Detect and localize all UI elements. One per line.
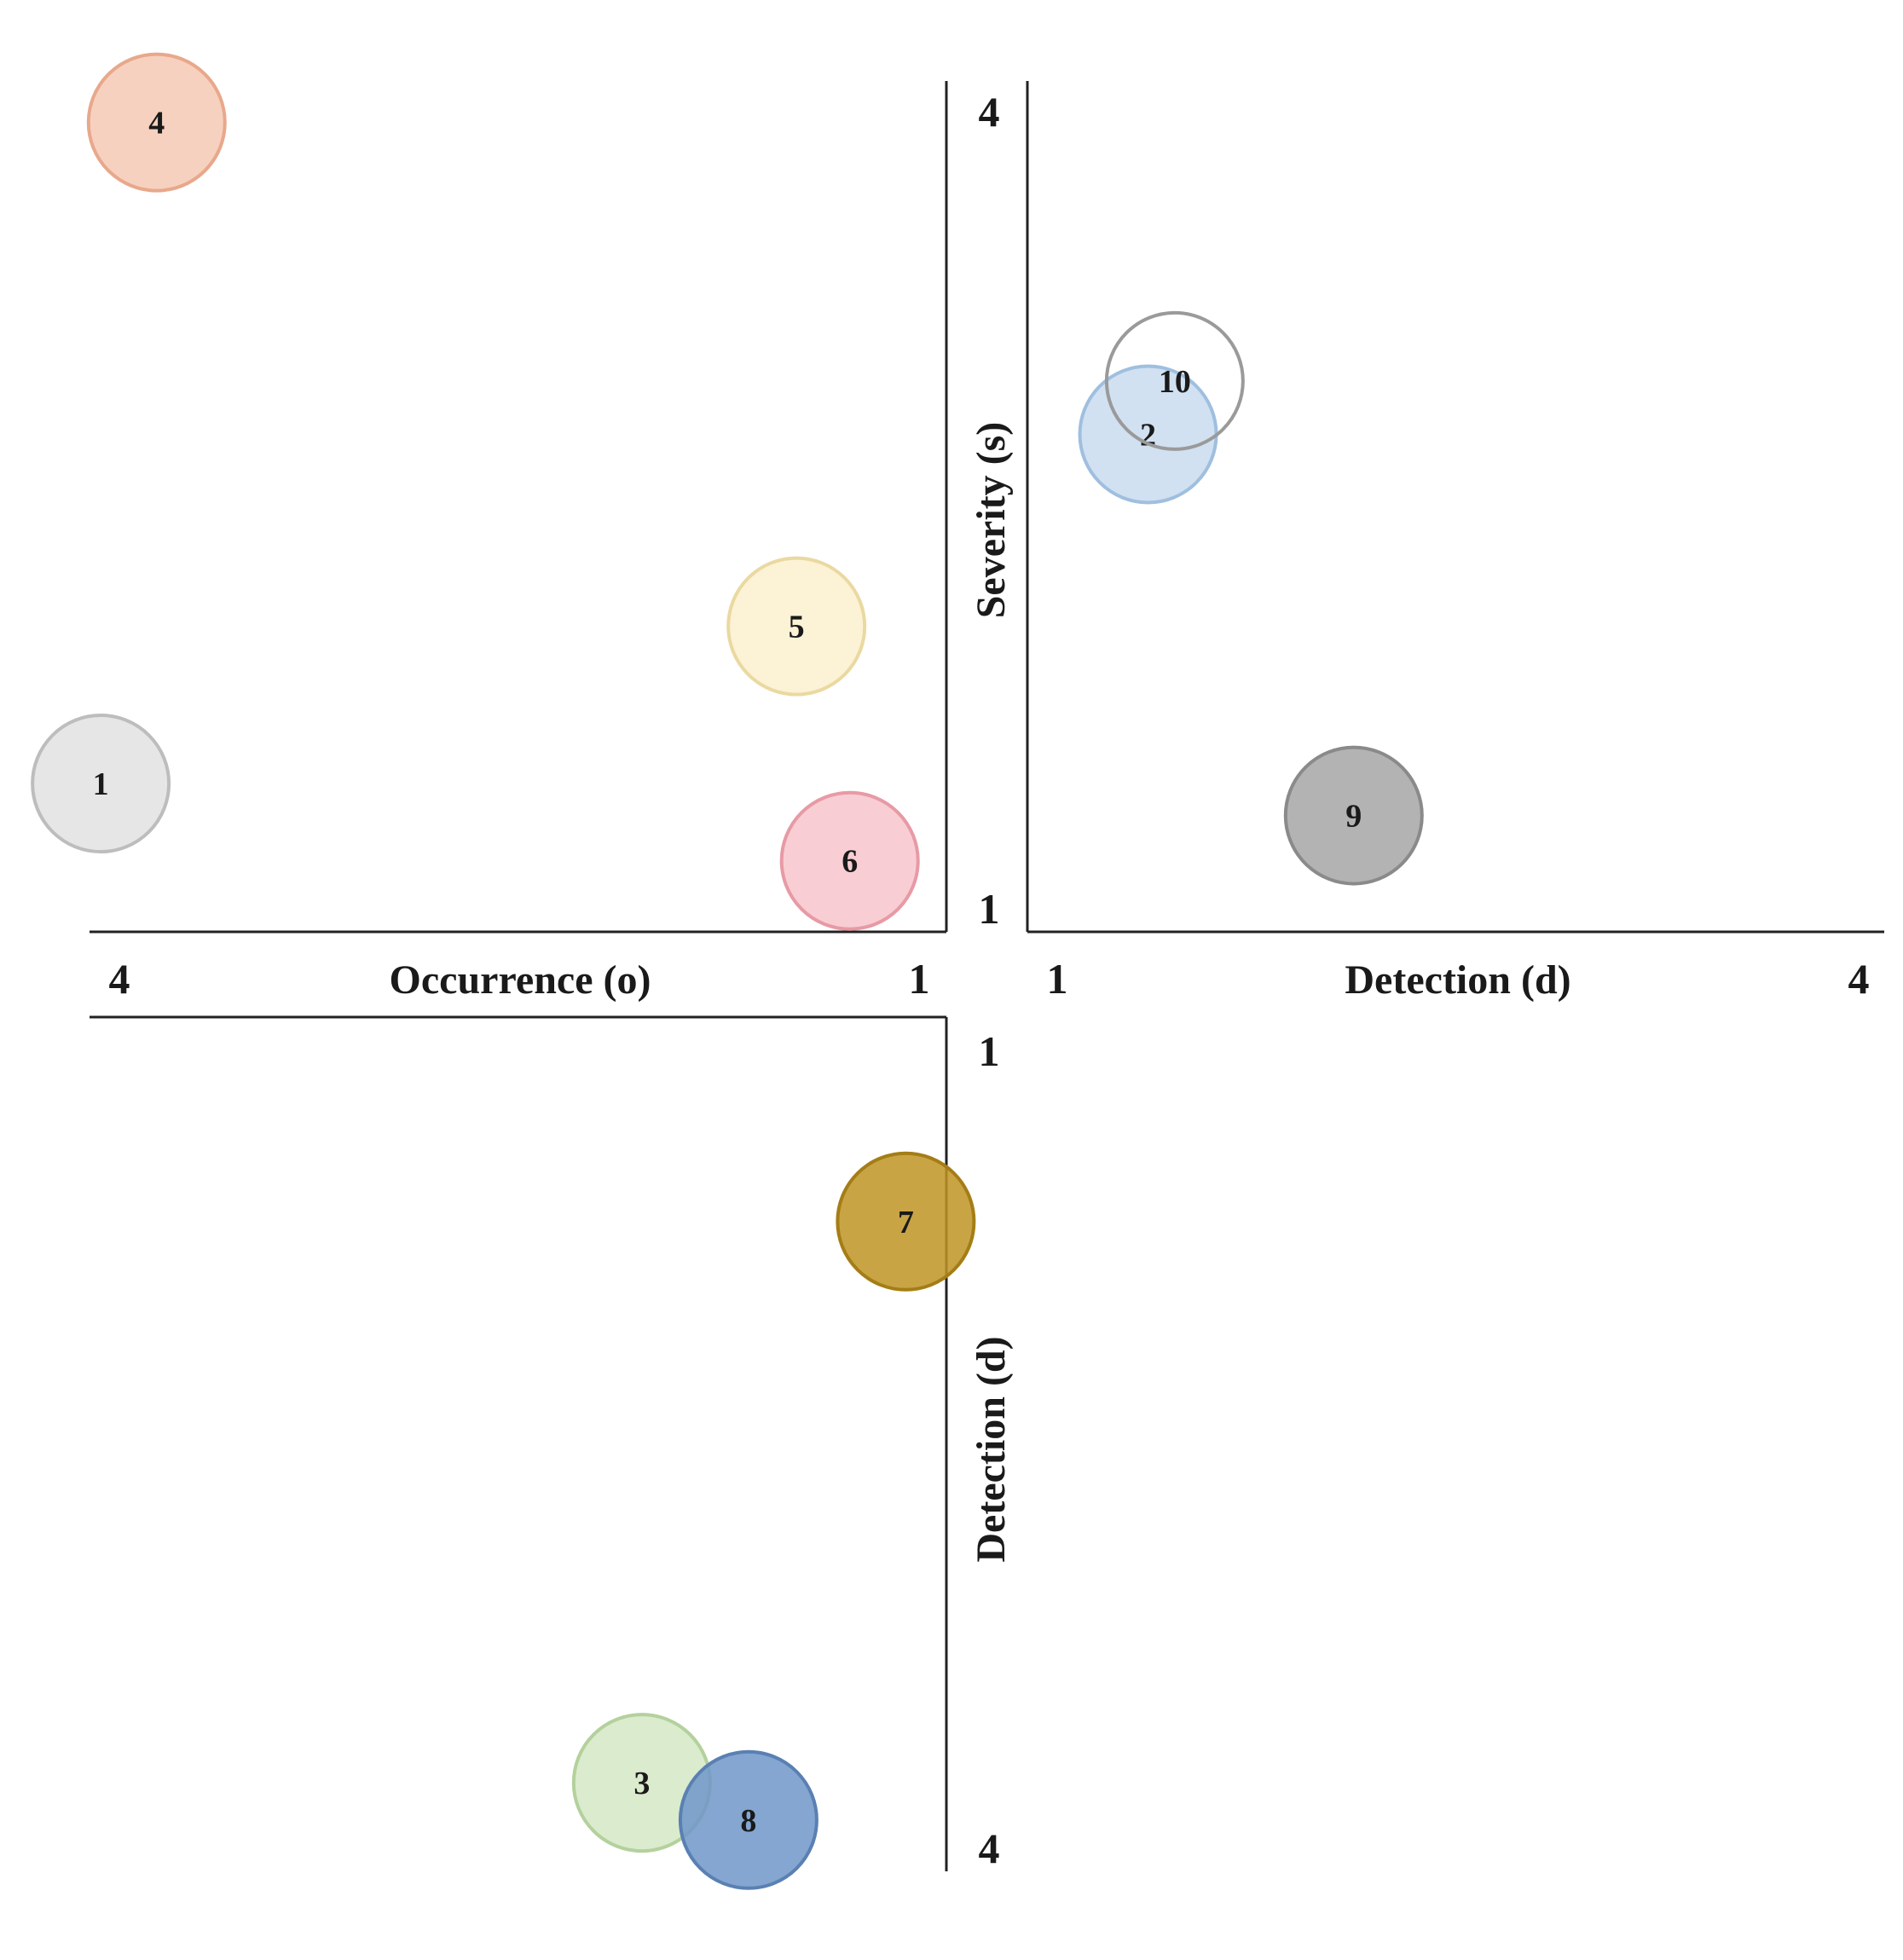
detection-down-axis-title: Detection (d)	[969, 1336, 1014, 1562]
bubble-label-4: 4	[148, 106, 165, 142]
bubble-label-2: 2	[1140, 417, 1156, 453]
bubble-label-1: 1	[93, 766, 109, 802]
bubble-label-3: 3	[633, 1766, 650, 1801]
bubble-9: 9	[1283, 745, 1424, 886]
upper-quadrant-bubbles: 4 5 1 6 210 9	[31, 52, 1424, 931]
detection-tick-min: 1	[1047, 955, 1068, 1003]
occurrence-axis-title: Occurrence (o)	[390, 957, 651, 1003]
detection-tick-max: 4	[1848, 955, 1870, 1003]
bubble-circle-7	[836, 1151, 976, 1292]
bubble-1: 1	[31, 714, 171, 854]
bubble-label-5: 5	[789, 610, 805, 645]
severity-tick-min: 1	[979, 885, 1000, 933]
bubble-label-7: 7	[898, 1205, 914, 1240]
bubble-5: 5	[726, 556, 867, 697]
bubble-7: 7	[836, 1151, 976, 1292]
bubble-circle-1	[31, 714, 171, 854]
bubble-6: 6	[779, 790, 920, 931]
bubble-4: 4	[86, 52, 227, 193]
bubble-circle-9	[1283, 745, 1424, 886]
bubble-label-9: 9	[1345, 799, 1362, 835]
bubble-circle-8	[678, 1749, 818, 1890]
occurrence-tick-max: 4	[109, 955, 130, 1003]
bubble-label-8: 8	[740, 1803, 756, 1839]
bubble-10: 10	[1104, 310, 1245, 451]
detection-down-tick-min: 1	[979, 1027, 1000, 1075]
bubble-circle-10	[1104, 310, 1245, 451]
occurrence-detection-bubbles: 7 3 8	[571, 1151, 976, 1890]
bubble-circle-6	[779, 790, 920, 931]
detection-down-tick-max: 4	[979, 1824, 1000, 1872]
bubble-label-10: 10	[1159, 364, 1191, 400]
occurrence-tick-min: 1	[909, 955, 930, 1003]
severity-axis-title: Severity (s)	[969, 422, 1014, 619]
bubble-label-6: 6	[842, 844, 858, 880]
severity-tick-max: 4	[979, 88, 1000, 136]
bubble-8: 8	[678, 1749, 818, 1890]
bubble-circle-5	[726, 556, 867, 697]
bubble-2: 2	[1078, 364, 1218, 505]
detection-axis-title: Detection (d)	[1345, 957, 1570, 1003]
bubble-circle-4	[86, 52, 227, 193]
